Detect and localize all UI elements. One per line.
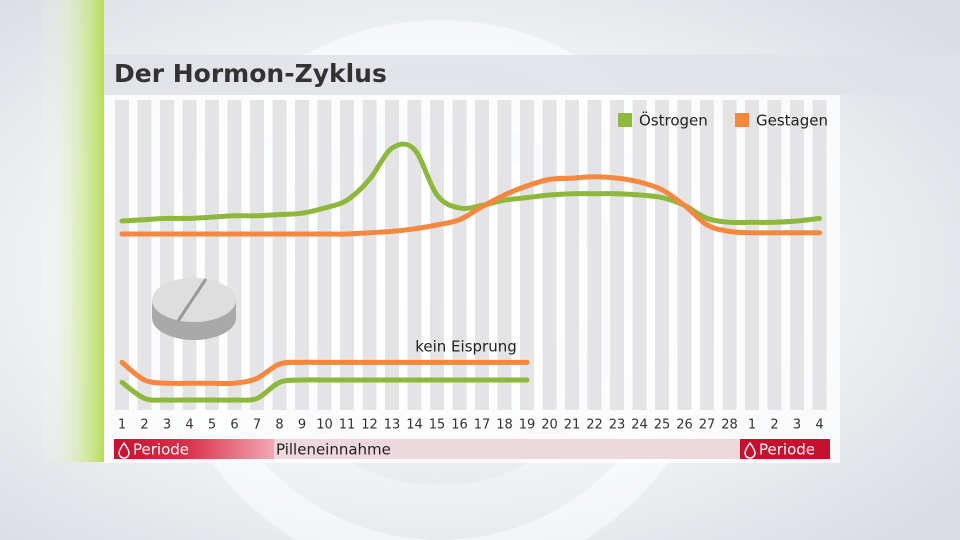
day-column xyxy=(385,100,399,410)
x-tick-label: 7 xyxy=(253,418,261,433)
day-column xyxy=(587,100,602,410)
x-tick-label: 14 xyxy=(406,418,423,433)
legend-label: Gestagen xyxy=(756,112,828,130)
hormone-line xyxy=(119,174,822,237)
day-column xyxy=(272,100,287,410)
x-tick-label: 8 xyxy=(275,418,283,433)
drop-icon xyxy=(744,441,756,459)
day-column xyxy=(160,100,174,410)
x-tick-label: 26 xyxy=(676,418,693,433)
x-tick-label: 10 xyxy=(316,418,333,433)
x-tick-label: 27 xyxy=(699,418,716,433)
day-column xyxy=(407,100,422,410)
day-column xyxy=(250,100,264,410)
day-column xyxy=(295,100,309,410)
day-column xyxy=(655,100,669,410)
x-tick-label: 3 xyxy=(793,418,801,433)
day-column xyxy=(340,100,354,410)
x-tick-label: 1 xyxy=(748,418,756,433)
x-tick-label: 3 xyxy=(163,418,171,433)
day-column xyxy=(115,100,129,410)
x-tick-label: 17 xyxy=(474,418,491,433)
period-label: Periode xyxy=(759,441,815,459)
day-column xyxy=(317,100,332,410)
drop-icon xyxy=(118,441,130,459)
day-column xyxy=(767,100,782,410)
day-column xyxy=(700,100,714,410)
x-tick-label: 4 xyxy=(815,418,823,433)
day-column xyxy=(475,100,489,410)
day-column xyxy=(745,100,759,410)
annotation: kein Eisprung xyxy=(415,338,517,356)
x-tick-label: 25 xyxy=(654,418,671,433)
period-bar xyxy=(740,439,830,459)
day-column xyxy=(182,100,197,410)
x-tick-label: 1 xyxy=(118,418,126,433)
day-column xyxy=(205,100,219,410)
x-tick-label: 24 xyxy=(631,418,648,433)
x-tick-label: 28 xyxy=(721,418,738,433)
day-column xyxy=(632,100,647,410)
day-column xyxy=(430,100,444,410)
x-tick-label: 13 xyxy=(384,418,401,433)
x-tick-label: 20 xyxy=(541,418,558,433)
x-tick-label: 4 xyxy=(185,418,193,433)
x-tick-label: 19 xyxy=(519,418,536,433)
day-column xyxy=(812,100,827,410)
day-column xyxy=(520,100,534,410)
day-column xyxy=(542,100,557,410)
x-tick-label: 2 xyxy=(140,418,148,433)
period-bar xyxy=(114,439,274,459)
x-tick-label: 12 xyxy=(361,418,378,433)
green-bar xyxy=(40,0,104,462)
hormone-line xyxy=(119,377,530,403)
legend-swatch xyxy=(735,113,749,127)
x-tick-label: 2 xyxy=(770,418,778,433)
day-column xyxy=(565,100,579,410)
day-column xyxy=(137,100,152,410)
day-column xyxy=(497,100,512,410)
day-column xyxy=(227,100,242,410)
x-tick-label: 15 xyxy=(429,418,446,433)
hormone-line xyxy=(119,359,530,387)
pill xyxy=(152,278,236,340)
title-band xyxy=(104,55,960,95)
pill-bar xyxy=(274,439,740,459)
legend-swatch xyxy=(618,113,632,127)
x-tick-label: 5 xyxy=(208,418,216,433)
day-column xyxy=(790,100,804,410)
day-column xyxy=(677,100,692,410)
pill-label: Pilleneinnahme xyxy=(276,441,391,459)
day-column xyxy=(722,100,737,410)
day-column xyxy=(610,100,624,410)
legend-label: Östrogen xyxy=(639,111,708,130)
chart-title: Der Hormon-Zyklus xyxy=(114,59,387,88)
x-tick-label: 11 xyxy=(339,418,356,433)
x-tick-label: 21 xyxy=(564,418,581,433)
x-tick-label: 6 xyxy=(230,418,238,433)
x-tick-label: 22 xyxy=(586,418,603,433)
day-column xyxy=(452,100,467,410)
period-label: Periode xyxy=(133,441,189,459)
x-tick-label: 16 xyxy=(451,418,468,433)
hormone-line xyxy=(119,141,822,226)
x-tick-label: 9 xyxy=(298,418,306,433)
x-tick-label: 23 xyxy=(609,418,626,433)
x-tick-label: 18 xyxy=(496,418,513,433)
